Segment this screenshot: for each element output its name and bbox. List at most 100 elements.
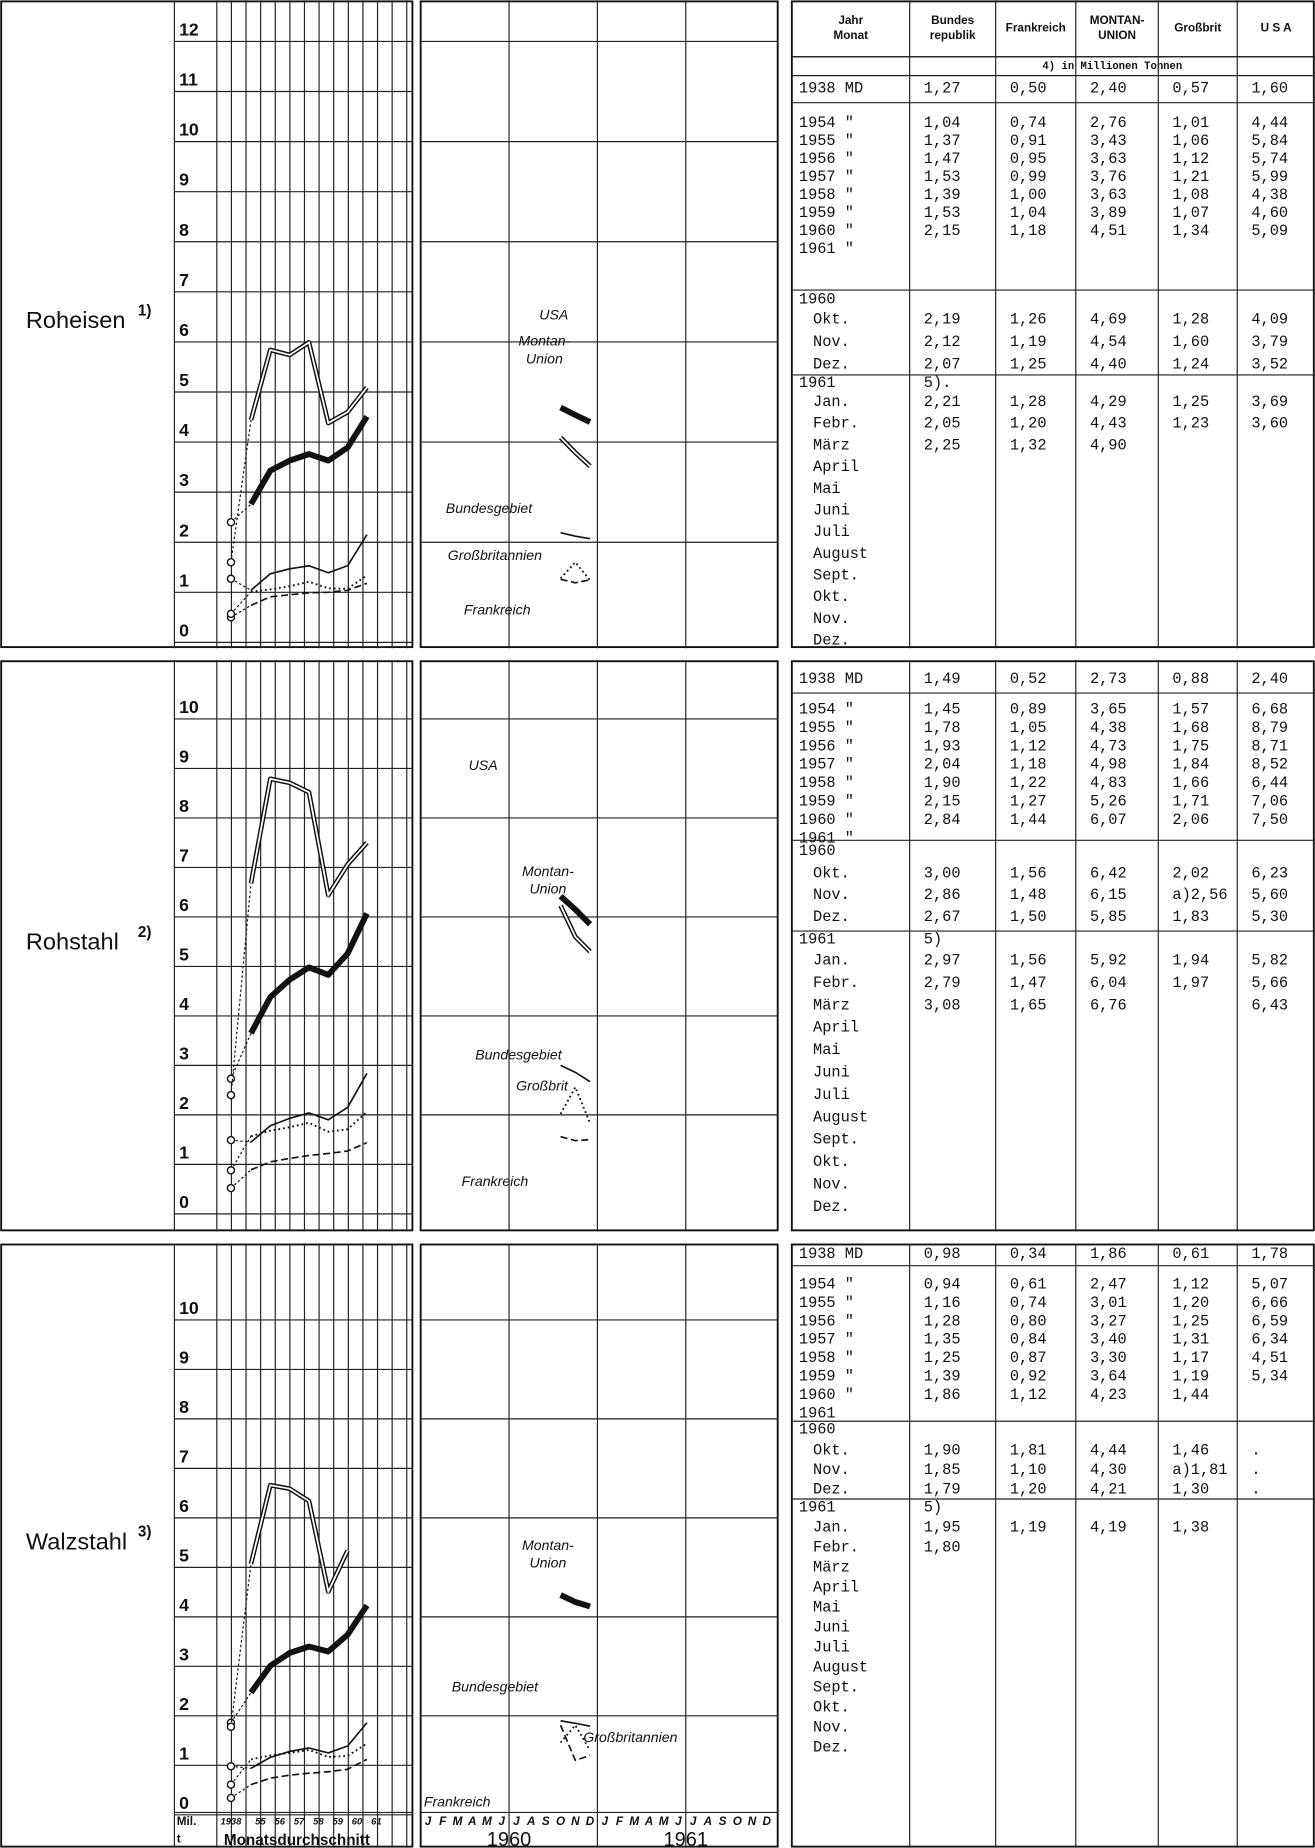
cell: 1,47: [924, 150, 961, 168]
month-label: S: [542, 1815, 550, 1828]
footnote-ref: 2): [138, 924, 152, 941]
connector: [230, 591, 252, 615]
y-tick-label: 3: [179, 1043, 189, 1063]
cell: 1,65: [1010, 996, 1047, 1014]
cell: 1,44: [1172, 1386, 1209, 1404]
row-label: 1960 ": [799, 222, 854, 240]
cell: 3,79: [1251, 333, 1288, 351]
cell: 1,39: [924, 186, 961, 204]
cell: 1,60: [1172, 333, 1209, 351]
row-label: 1957 ": [799, 756, 854, 774]
cell: 1,56: [1010, 952, 1047, 970]
connector: [230, 883, 252, 1096]
year-label: 1938: [220, 1815, 242, 1826]
cell: 1,22: [1010, 774, 1047, 792]
month-label: N: [748, 1815, 757, 1828]
section-title: Rohstahl: [26, 929, 119, 955]
connector: [230, 1135, 252, 1171]
cell: 1,01: [1172, 114, 1209, 132]
y-tick-label: 3: [179, 1644, 189, 1664]
section-title: Roheisen: [26, 307, 126, 333]
cell: 2,84: [924, 811, 961, 829]
cell: 1,21: [1172, 168, 1209, 186]
row-label: Febr.: [813, 415, 859, 433]
connector: [230, 1692, 252, 1724]
cell: 1,75: [1172, 737, 1209, 755]
cell: 3,52: [1251, 355, 1288, 373]
row-label: Okt.: [813, 1442, 850, 1460]
cell: 1,71: [1172, 793, 1209, 811]
column-header: Großbrit: [1174, 22, 1221, 35]
cell: 8,71: [1251, 737, 1288, 755]
cell: 1,80: [924, 1538, 961, 1556]
unit-note: 4) in Millionen Tonnen: [1042, 61, 1182, 73]
gb-line: [559, 561, 591, 581]
cell: 1,08: [1172, 186, 1209, 204]
cell: 6,23: [1251, 864, 1288, 882]
row-label: Okt.: [813, 1699, 850, 1717]
cell: 3,30: [1090, 1349, 1127, 1367]
cell: 0,74: [1010, 114, 1047, 132]
cell: 1,31: [1172, 1331, 1209, 1349]
cell: 1,97: [1172, 974, 1209, 992]
cell: 2,12: [924, 333, 961, 351]
row-label: Juni: [813, 1064, 850, 1082]
cell: 8,79: [1251, 719, 1288, 737]
row-label: 1938 MD: [799, 80, 863, 98]
usa-line-inner: [250, 340, 368, 425]
y-tick-label: 10: [179, 1298, 199, 1318]
cell: 0,34: [1010, 1245, 1047, 1263]
cell: 1,05: [1010, 719, 1047, 737]
row-label: Nov.: [813, 1175, 850, 1193]
series-label: Montan-: [522, 1537, 574, 1553]
cell: 1,60: [1251, 80, 1288, 98]
y-tick-label: 10: [179, 697, 199, 717]
cell: 1,95: [924, 1518, 961, 1536]
row-label: April: [813, 1019, 859, 1037]
chart-frame: [419, 0, 779, 649]
row-label: Okt.: [813, 1153, 850, 1171]
cell: 3,27: [1090, 1312, 1127, 1330]
cell: 0,61: [1010, 1276, 1047, 1294]
month-year: 1961: [664, 1829, 709, 1848]
cell: 0,61: [1172, 1245, 1209, 1263]
cell: 0,95: [1010, 150, 1047, 168]
cell: 3,89: [1090, 204, 1127, 222]
cell: 1,24: [1172, 355, 1209, 373]
row-label: Dez.: [813, 632, 850, 650]
chart-frame: [0, 660, 414, 1232]
connector: [230, 1139, 252, 1143]
row-label: Juli: [813, 1639, 850, 1657]
month-label: M: [659, 1815, 669, 1828]
month-label: J: [498, 1815, 505, 1828]
month-label: J: [690, 1815, 697, 1828]
cell: 1,07: [1172, 204, 1209, 222]
row-label: Okt.: [813, 588, 850, 606]
cell: 5,07: [1251, 1276, 1288, 1294]
y-tick-label: 2: [179, 1694, 189, 1714]
cell: 0,50: [1010, 80, 1047, 98]
y-tick-label: 3: [179, 470, 189, 490]
cell: 6,43: [1251, 996, 1288, 1014]
frankreich-line: [559, 1724, 591, 1762]
frankreich-line: [560, 578, 591, 584]
montan-line: [248, 1603, 370, 1695]
connector: [230, 1032, 252, 1079]
cell: 4,23: [1090, 1386, 1127, 1404]
cell: 4,51: [1090, 222, 1127, 240]
footnote-ref: 1): [138, 302, 152, 319]
cell: 2,15: [924, 222, 961, 240]
point-1938: [226, 1793, 236, 1803]
cell: 6,68: [1251, 701, 1288, 719]
cell: 1,56: [1010, 864, 1047, 882]
cell: 4,38: [1251, 186, 1288, 204]
connector: [230, 1784, 252, 1799]
table-frame: [790, 660, 1315, 1232]
cell: 2,73: [1090, 670, 1127, 688]
row-label: März: [813, 1558, 850, 1576]
year-label: 55: [255, 1815, 266, 1826]
series-label: Frankreich: [424, 1794, 491, 1810]
cell: 1,20: [1010, 415, 1047, 433]
montan-line: [248, 912, 370, 1035]
row-label: 1958 ": [799, 186, 854, 204]
